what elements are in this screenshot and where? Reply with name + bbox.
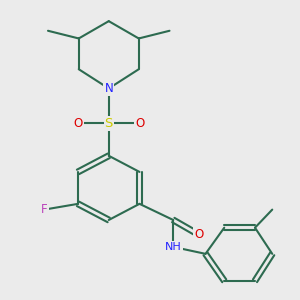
Text: O: O: [74, 117, 82, 130]
Text: NH: NH: [165, 242, 181, 252]
Text: N: N: [104, 82, 113, 95]
Text: S: S: [105, 117, 113, 130]
Text: O: O: [135, 117, 144, 130]
Text: O: O: [194, 228, 203, 241]
Text: F: F: [41, 203, 48, 216]
